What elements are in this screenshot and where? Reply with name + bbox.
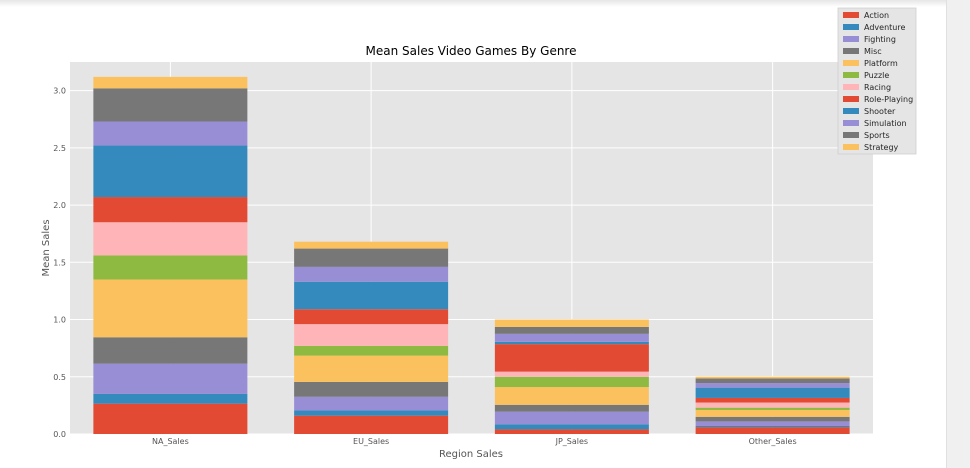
bar-segment: [93, 145, 248, 198]
x-tick-label: JP_Sales: [555, 437, 588, 446]
bar-segment: [294, 396, 449, 411]
bar-segment: [695, 425, 850, 428]
bar-segment: [494, 376, 649, 388]
y-tick-labels: 0.0 0.5 1.0 1.5 2.0 2.5 3.0: [53, 87, 66, 439]
bar-segment: [93, 197, 248, 223]
legend-swatch: [843, 108, 859, 114]
legend-swatch: [843, 12, 859, 18]
legend-entry: Racing: [864, 83, 891, 92]
legend-entry: Role-Playing: [864, 95, 913, 104]
bar-segment: [294, 355, 449, 382]
legend-swatch: [843, 60, 859, 66]
legend-swatch: [843, 132, 859, 138]
bar-segment: [695, 427, 850, 434]
bar-segment: [93, 363, 248, 394]
bar-segment: [695, 402, 850, 408]
y-tick-label: 2.5: [53, 144, 66, 153]
bar-segment: [695, 409, 850, 417]
bar-segment: [93, 222, 248, 256]
bar-segment: [695, 407, 850, 410]
legend-box: [837, 7, 917, 155]
legend-entry: Sports: [864, 131, 890, 140]
bar-segment: [494, 404, 649, 412]
bar-segment: [695, 416, 850, 422]
legend-entry: Adventure: [864, 23, 905, 32]
bar-segment: [695, 397, 850, 403]
legend-entry: Strategy: [864, 143, 899, 152]
bar-segment: [294, 241, 449, 249]
x-tick-labels: NA_Sales EU_Sales JP_Sales Other_Sales: [152, 437, 797, 446]
top-edge-shadow: [0, 0, 970, 7]
bar-segment: [294, 248, 449, 267]
bar-segment: [294, 410, 449, 416]
bar-segment: [695, 387, 850, 398]
bar-segment: [494, 344, 649, 372]
legend-entry: Misc: [864, 47, 882, 56]
bar-segment: [294, 324, 449, 346]
bar-segment: [294, 281, 449, 310]
x-tick-label: EU_Sales: [353, 437, 389, 446]
legend-entry: Action: [864, 11, 889, 20]
legend-entry: Platform: [864, 59, 898, 68]
chart-title: Mean Sales Video Games By Genre: [366, 44, 577, 58]
x-tick-label: Other_Sales: [749, 437, 797, 446]
legend-swatch: [843, 24, 859, 30]
legend-swatch: [843, 84, 859, 90]
bar-segment: [294, 415, 449, 434]
y-tick-label: 0.0: [53, 430, 66, 439]
y-tick-label: 1.0: [53, 316, 66, 325]
right-scroll-strip[interactable]: [946, 0, 970, 468]
bar-segment: [695, 376, 850, 379]
legend-swatch: [843, 36, 859, 42]
bar-segment: [494, 371, 649, 377]
bars-layer: [93, 76, 850, 434]
legend-swatch: [843, 72, 859, 78]
bar-segment: [93, 393, 248, 404]
y-tick-label: 1.5: [53, 258, 66, 267]
legend-swatch: [843, 120, 859, 126]
y-tick-label: 3.0: [53, 87, 66, 96]
x-axis-label: Region Sales: [439, 449, 503, 460]
legend-swatch: [843, 144, 859, 150]
bar-segment: [695, 378, 850, 384]
x-tick-label: NA_Sales: [152, 437, 189, 446]
bar-segment: [93, 279, 248, 338]
bar-segment: [294, 345, 449, 356]
y-tick-label: 2.0: [53, 201, 66, 210]
bar-segment: [93, 76, 248, 89]
bar-segment: [494, 341, 649, 345]
bar-segment: [93, 255, 248, 280]
bar-segment: [494, 411, 649, 425]
legend-swatch: [843, 48, 859, 54]
bar-segment: [494, 387, 649, 405]
bar-segment: [294, 381, 449, 397]
legend: Action Adventure Fighting Misc Platform Puzzl…: [837, 7, 917, 155]
bar-segment: [93, 403, 248, 434]
legend-swatch: [843, 96, 859, 102]
bar-segment: [494, 319, 649, 327]
y-tick-label: 0.5: [53, 373, 66, 382]
bar-segment: [494, 326, 649, 334]
y-axis-label: Mean Sales: [41, 219, 52, 276]
bar-segment: [294, 309, 449, 325]
bar-segment: [695, 421, 850, 426]
bar-segment: [494, 429, 649, 434]
bar-segment: [494, 333, 649, 342]
bar-segment: [695, 383, 850, 388]
legend-entry: Fighting: [864, 35, 896, 44]
bar-segment: [294, 266, 449, 282]
bar-segment: [494, 424, 649, 430]
bar-segment: [93, 121, 248, 146]
legend-entry: Puzzle: [864, 71, 889, 80]
bar-segment: [93, 337, 248, 364]
legend-entry: Shooter: [864, 107, 896, 116]
bar-segment: [93, 88, 248, 122]
legend-entry: Simulation: [864, 119, 907, 128]
